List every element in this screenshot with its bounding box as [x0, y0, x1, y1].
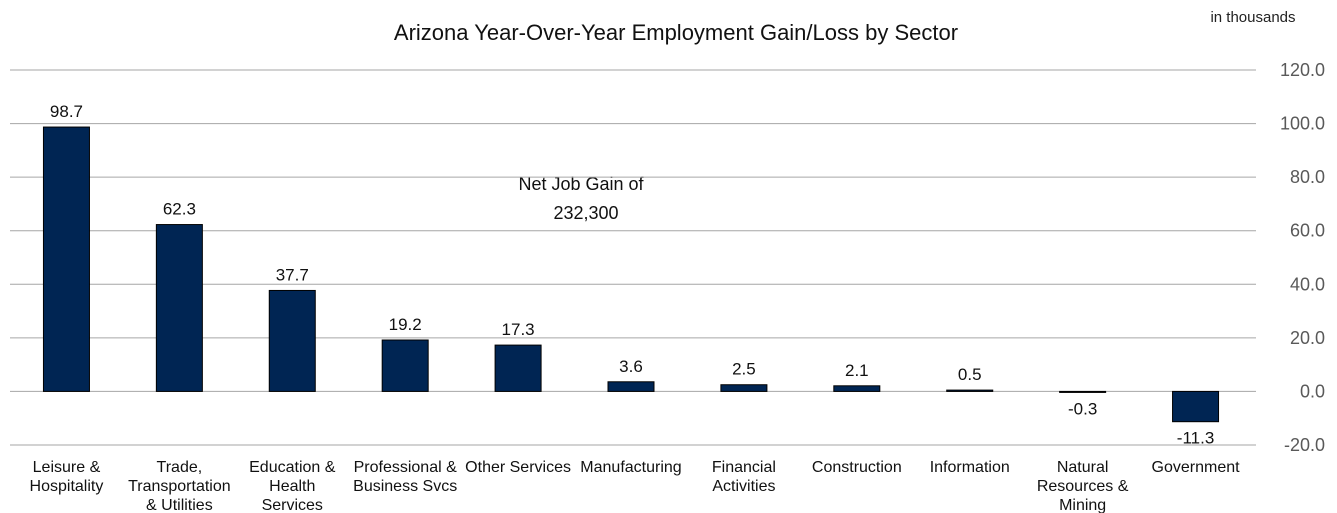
category-label-line: Construction	[812, 459, 902, 476]
category-label-line: Education &	[249, 459, 336, 476]
value-label: 17.3	[502, 320, 535, 339]
value-label: 98.7	[50, 102, 83, 121]
gridlines	[10, 69, 1256, 446]
bars	[42, 126, 1220, 423]
category-label: Professional & Business Svcs	[353, 459, 457, 495]
y-tick-label: 40.0	[1290, 274, 1325, 294]
category-label-line: Activities	[712, 478, 775, 495]
bar	[833, 385, 881, 392]
bar	[1059, 390, 1107, 393]
category-label-line: & Utilities	[146, 497, 213, 513]
y-axis-ticks: 120.0 100.0 80.0 60.0 40.0 20.0 0.0 -20.0	[1280, 60, 1325, 455]
y-tick-label: 80.0	[1290, 167, 1325, 187]
y-tick-label: -20.0	[1284, 435, 1325, 455]
category-label: Manufacturing	[580, 459, 681, 476]
category-label: Financial Activities	[712, 459, 776, 495]
category-label-line: Mining	[1059, 497, 1106, 513]
bar	[946, 389, 994, 392]
category-label: Construction	[812, 459, 902, 476]
value-label: 2.1	[845, 361, 869, 380]
category-label: Other Services	[465, 459, 571, 476]
bar	[42, 126, 90, 392]
y-tick-label: 100.0	[1280, 114, 1325, 134]
category-label-line: Hospitality	[30, 478, 104, 495]
category-label-line: Leisure &	[33, 459, 101, 476]
category-label-line: Natural	[1057, 459, 1109, 476]
bar	[607, 381, 655, 392]
category-label-line: Other Services	[465, 459, 571, 476]
category-label-line: Professional &	[354, 459, 457, 476]
category-label: Leisure & Hospitality	[30, 459, 104, 495]
category-label-line: Resources &	[1037, 478, 1129, 495]
y-tick-label: 20.0	[1290, 328, 1325, 348]
value-label: 62.3	[163, 200, 196, 219]
category-label-line: Transportation	[128, 478, 231, 495]
chart-title: Arizona Year-Over-Year Employment Gain/L…	[394, 20, 958, 45]
category-label-line: Financial	[712, 459, 776, 476]
category-label: Education & Health Services	[249, 459, 336, 513]
category-label-line: Manufacturing	[580, 459, 681, 476]
value-label: 0.5	[958, 365, 982, 384]
category-labels: Leisure & Hospitality Trade, Transportation…	[30, 459, 1241, 513]
value-label: 3.6	[619, 357, 643, 376]
bar	[268, 289, 316, 392]
bar	[381, 339, 429, 392]
category-label-line: Information	[930, 459, 1010, 476]
value-label: -11.3	[1177, 429, 1215, 448]
net-gain-annotation-line-2: 232,300	[553, 203, 618, 223]
bar	[720, 384, 768, 392]
net-gain-annotation-line-1: Net Job Gain of	[518, 174, 644, 194]
category-label: Trade, Transportation & Utilities	[128, 459, 231, 513]
value-label: 19.2	[389, 315, 422, 334]
units-note: in thousands	[1210, 9, 1295, 26]
value-label: -0.3	[1068, 399, 1097, 418]
category-label-line: Health	[269, 478, 315, 495]
value-label: 37.7	[276, 265, 309, 284]
category-label-line: Business Svcs	[353, 478, 457, 495]
y-tick-label: 120.0	[1280, 60, 1325, 80]
bar	[155, 224, 203, 392]
category-label-line: Services	[262, 497, 323, 513]
y-tick-label: 60.0	[1290, 221, 1325, 241]
value-label: 2.5	[732, 360, 756, 379]
category-label: Government	[1152, 459, 1241, 476]
category-label: Natural Resources & Mining	[1037, 459, 1129, 513]
category-label: Information	[930, 459, 1010, 476]
category-label-line: Trade,	[157, 459, 203, 476]
value-labels: 98.7 62.3 37.7 19.2 17.3 3.6 2.5 2.1 0.5 -0.3 -11.…	[50, 102, 1214, 448]
bar	[1172, 390, 1220, 423]
y-tick-label: 0.0	[1300, 381, 1325, 401]
category-label-line: Government	[1152, 459, 1241, 476]
bar	[494, 344, 542, 392]
